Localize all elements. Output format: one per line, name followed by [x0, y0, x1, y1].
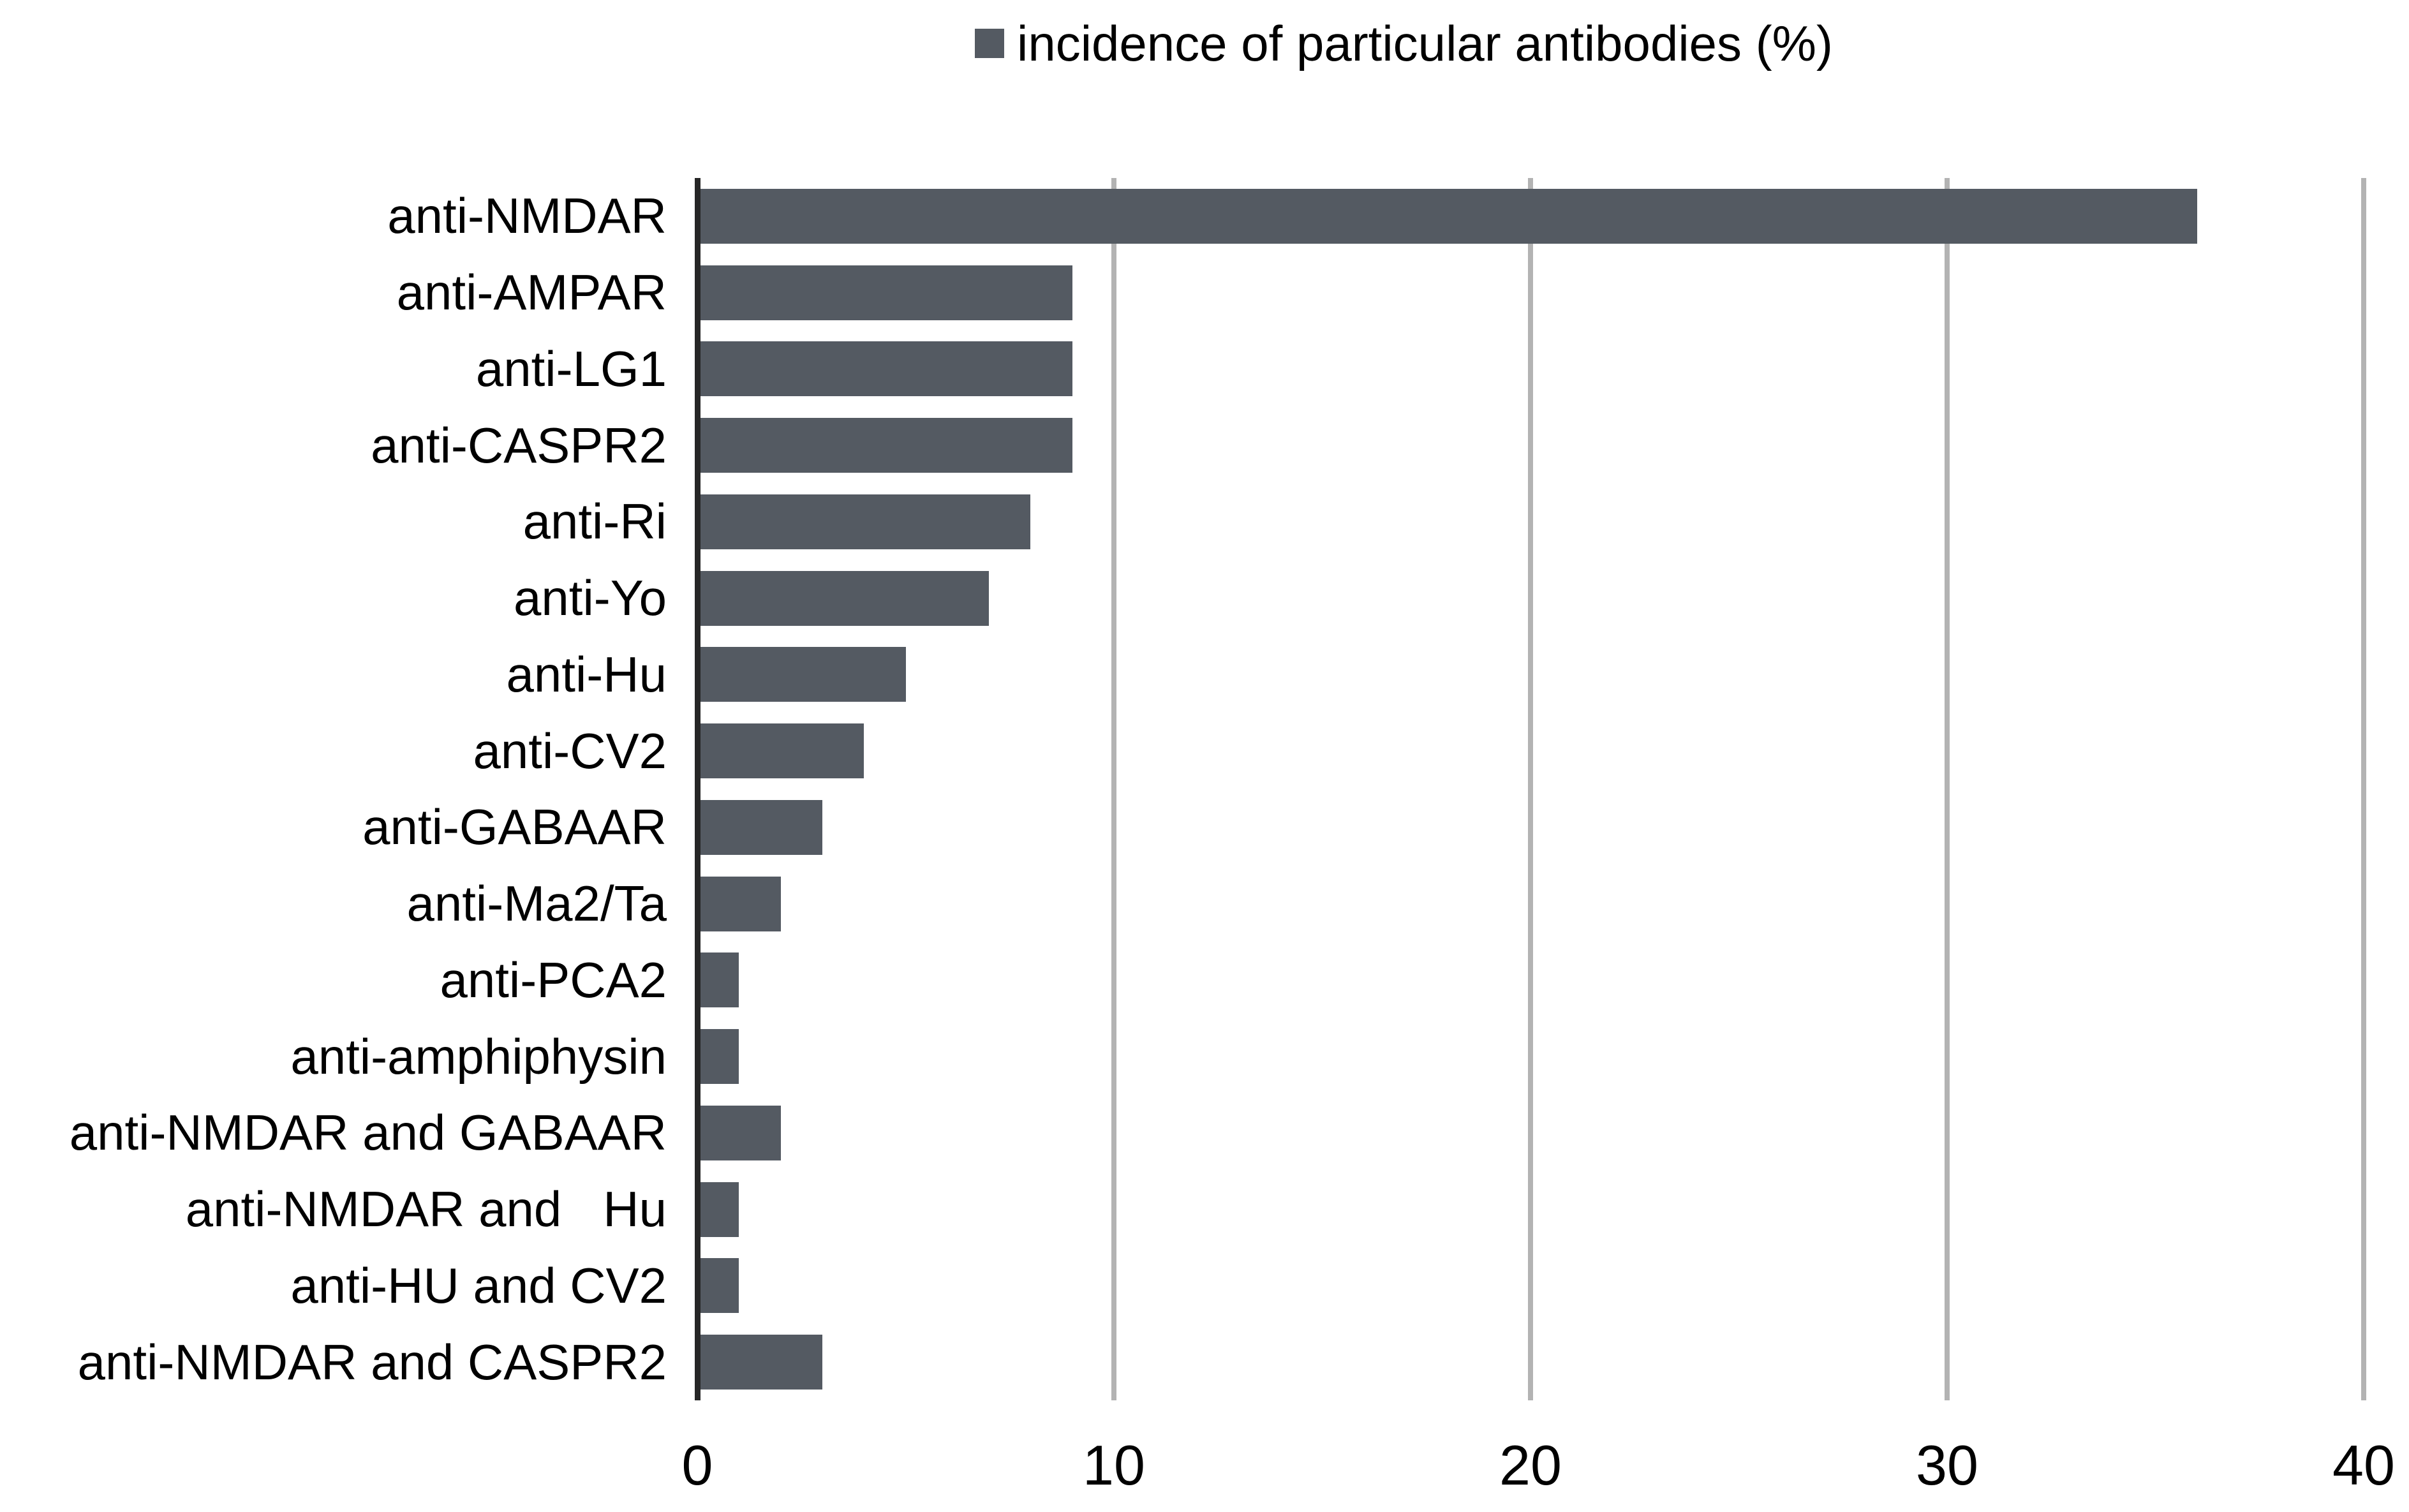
legend: incidence of particular antibodies (%): [975, 15, 1833, 71]
bar: [700, 341, 1072, 397]
bar: [700, 952, 739, 1008]
bar: [700, 1335, 822, 1390]
x-tick-label: 0: [681, 1434, 713, 1497]
bar: [700, 1029, 739, 1085]
x-tick-label: 30: [1916, 1434, 1978, 1497]
bar: [700, 876, 781, 931]
bar: [700, 188, 2197, 244]
x-tick-label: 10: [1083, 1434, 1145, 1497]
category-label: anti-amphiphysin: [290, 1028, 667, 1085]
category-label: anti-PCA2: [440, 951, 667, 1008]
category-label: anti-CASPR2: [371, 417, 667, 473]
category-label: anti-NMDAR and GABAAR: [69, 1104, 667, 1161]
category-label: anti-AMPAR: [396, 264, 667, 321]
gridline: [1945, 178, 1950, 1400]
category-label: anti-HU and CV2: [290, 1257, 667, 1314]
category-label: anti-NMDAR: [387, 188, 667, 244]
bar: [700, 570, 989, 626]
category-label: anti-Ri: [523, 493, 667, 550]
gridline: [1111, 178, 1116, 1400]
y-axis-line: [695, 178, 700, 1400]
gridline: [1528, 178, 1533, 1400]
category-label: anti-NMDAR and Hu: [185, 1181, 667, 1238]
bar: [700, 1105, 781, 1160]
legend-swatch: [975, 29, 1004, 58]
bar: [700, 265, 1072, 320]
legend-label: incidence of particular antibodies (%): [1017, 15, 1834, 71]
bar: [700, 418, 1072, 473]
category-label: anti-NMDAR and CASPR2: [77, 1333, 667, 1390]
category-label: anti-Ma2/Ta: [406, 875, 667, 932]
category-label: anti-LG1: [475, 340, 667, 397]
bar: [700, 723, 864, 779]
category-label: anti-Yo: [514, 570, 667, 626]
x-tick-label: 20: [1499, 1434, 1562, 1497]
bar: [700, 799, 822, 855]
bar: [700, 1258, 739, 1314]
category-label: anti-Hu: [506, 646, 667, 702]
bar: [700, 494, 1030, 549]
category-label: anti-GABAAR: [362, 799, 667, 856]
x-tick-label: 40: [2332, 1434, 2395, 1497]
category-label: anti-CV2: [473, 722, 667, 779]
bar: [700, 647, 906, 702]
bar: [700, 1182, 739, 1237]
gridline: [2361, 178, 2366, 1400]
